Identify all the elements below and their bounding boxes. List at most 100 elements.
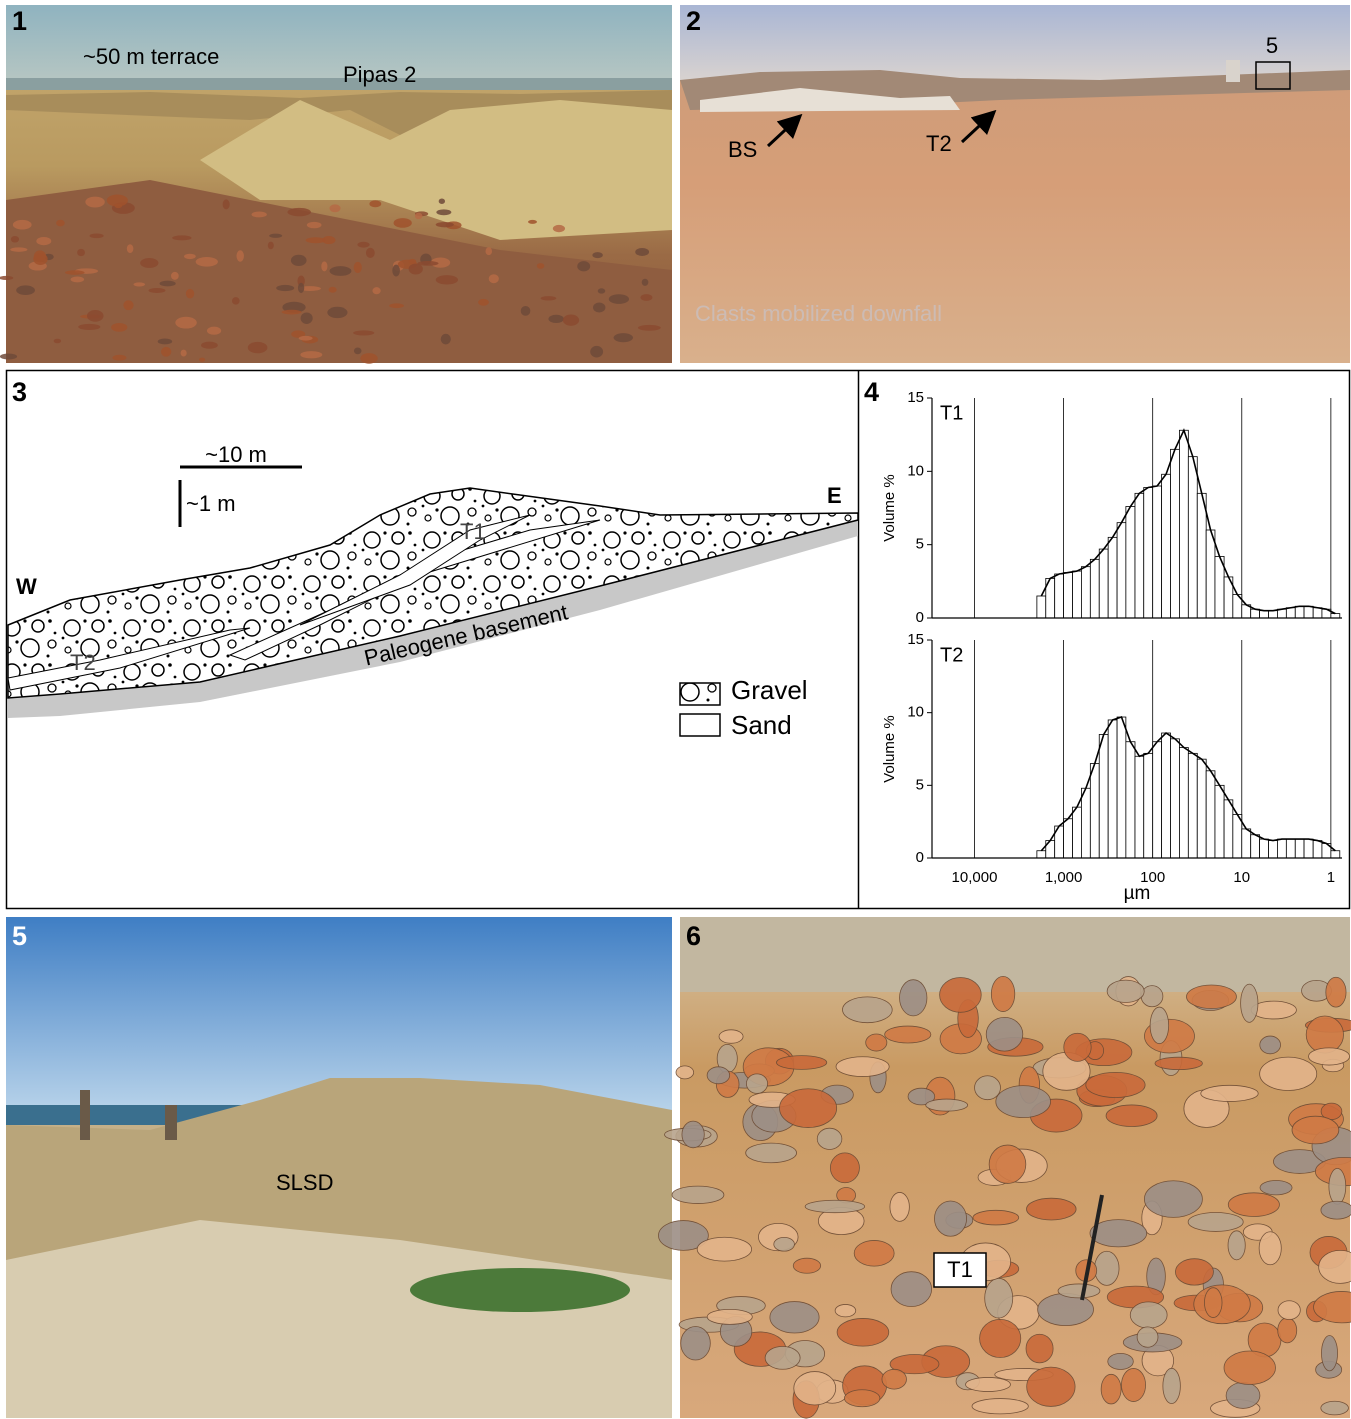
stone — [223, 199, 230, 209]
bar — [1135, 493, 1144, 618]
stone — [291, 255, 307, 266]
stone — [161, 347, 171, 357]
stone — [553, 225, 565, 232]
bar — [1126, 507, 1135, 618]
bar — [1037, 851, 1046, 858]
stone — [1094, 1251, 1119, 1285]
stone — [972, 1399, 1028, 1414]
panel-label: 1 — [12, 6, 27, 36]
bar — [1206, 530, 1215, 618]
stone — [991, 976, 1014, 1011]
stone — [719, 1030, 743, 1043]
bar — [1269, 611, 1278, 618]
stone — [1321, 1401, 1349, 1415]
stone — [65, 270, 85, 275]
annotation: ~50 m terrace — [83, 44, 219, 69]
bar — [1037, 596, 1046, 618]
stone — [127, 244, 134, 253]
stone — [837, 1318, 889, 1346]
stone — [85, 197, 104, 208]
stone — [1321, 1336, 1337, 1371]
stone — [980, 1319, 1021, 1357]
stone — [1141, 986, 1163, 1007]
bar — [1108, 720, 1117, 858]
stone — [765, 1346, 800, 1369]
stone — [186, 289, 194, 299]
stone — [16, 285, 35, 295]
bar — [1144, 753, 1153, 858]
direction-label: E — [827, 483, 842, 508]
stone — [746, 1074, 767, 1094]
stone — [77, 249, 85, 256]
bar — [1269, 841, 1278, 858]
stone — [563, 315, 579, 326]
annotation: BS — [728, 137, 757, 162]
stone — [1150, 1007, 1169, 1044]
bar — [1153, 486, 1162, 618]
stone — [111, 323, 127, 332]
stone — [34, 250, 46, 262]
stone — [746, 1143, 797, 1163]
annotation: SLSD — [276, 1170, 333, 1195]
stone — [409, 259, 417, 264]
stone — [307, 222, 322, 228]
stone — [389, 303, 404, 308]
scale-label: ~10 m — [205, 442, 267, 467]
bar — [1126, 742, 1135, 858]
stone — [87, 310, 104, 322]
bar — [1090, 559, 1099, 618]
stone — [1106, 1105, 1157, 1127]
stone — [78, 324, 100, 330]
stone — [1026, 1198, 1076, 1220]
bar — [1153, 742, 1162, 858]
stone — [329, 204, 340, 212]
stone — [1163, 1368, 1180, 1403]
stone — [1108, 1353, 1134, 1369]
figure: 1 ~50 m terrace Pipas 2 2 5 BS T2 Clasts… — [0, 0, 1351, 1419]
bar — [1073, 571, 1082, 618]
stone — [299, 336, 313, 341]
x-tick-label: 10,000 — [952, 869, 998, 886]
stone — [357, 242, 369, 248]
stone — [835, 1304, 856, 1316]
stone — [1107, 980, 1144, 1002]
stone — [90, 233, 104, 238]
stone — [112, 355, 126, 361]
stone — [642, 279, 649, 286]
panel-label: 2 — [686, 6, 701, 36]
stone — [794, 1372, 836, 1405]
stone — [158, 339, 172, 345]
stone — [770, 1302, 819, 1333]
stone — [1260, 1180, 1292, 1194]
y-tick-label: 0 — [916, 849, 924, 866]
stone — [306, 237, 326, 243]
stone — [900, 980, 927, 1016]
bar — [1260, 611, 1269, 618]
y-axis-label: Volume % — [881, 474, 898, 542]
stone — [353, 330, 374, 335]
stone — [882, 1369, 907, 1389]
stone — [844, 1390, 879, 1407]
stone — [372, 287, 380, 294]
panel-label: 4 — [864, 377, 879, 407]
stone — [486, 247, 493, 255]
stone — [1186, 985, 1236, 1009]
stone — [366, 248, 375, 258]
stone — [975, 1076, 1001, 1100]
stone — [1278, 1301, 1300, 1320]
bar — [1188, 753, 1197, 858]
stone — [301, 312, 313, 323]
bar — [1171, 739, 1180, 858]
stone — [989, 1145, 1026, 1183]
stone — [196, 257, 218, 267]
x-tick-label: 1 — [1327, 869, 1335, 886]
stone — [1027, 1367, 1075, 1406]
stone — [417, 261, 438, 266]
y-axis-label: Volume % — [881, 715, 898, 783]
chart-title: T2 — [940, 644, 963, 666]
bar — [1099, 734, 1108, 858]
stone — [682, 1121, 704, 1148]
stone — [321, 261, 327, 271]
bar — [1135, 756, 1144, 858]
bar — [1286, 839, 1295, 858]
